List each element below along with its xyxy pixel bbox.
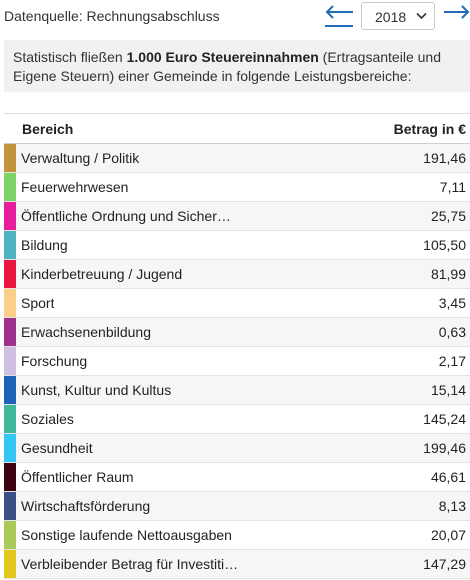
row-amount: 0,63 xyxy=(438,324,466,340)
row-label: Verwaltung / Politik xyxy=(21,150,140,166)
arrow-left-icon xyxy=(325,5,353,27)
row-amount: 25,75 xyxy=(430,208,466,224)
table-row[interactable]: Feuerwehrwesen 7,11 xyxy=(4,173,470,202)
row-label: Feuerwehrwesen xyxy=(21,179,129,195)
color-swatch xyxy=(4,550,16,578)
color-swatch xyxy=(4,318,16,346)
color-swatch xyxy=(4,289,16,317)
row-label: Forschung xyxy=(21,353,88,369)
arrow-right-icon xyxy=(444,5,470,19)
row-label: Gesundheit xyxy=(21,440,93,456)
table-row[interactable]: Gesundheit 199,46 xyxy=(4,434,470,463)
table-body: Verwaltung / Politik 191,46 Feuerwehrwesen… xyxy=(4,144,470,579)
table-row[interactable]: Forschung 2,17 xyxy=(4,347,470,376)
table-row[interactable]: Verwaltung / Politik 191,46 xyxy=(4,144,470,173)
table-row[interactable]: Bildung 105,50 xyxy=(4,231,470,260)
row-amount: 3,45 xyxy=(438,295,466,311)
info-text-bold: 1.000 Euro Steuereinnahmen xyxy=(126,49,319,65)
color-swatch xyxy=(4,463,16,491)
row-amount: 20,07 xyxy=(430,527,466,543)
year-select-value: 2018 xyxy=(375,9,407,25)
table-row[interactable]: Öffentliche Ordnung und Sicher… 25,75 xyxy=(4,202,470,231)
color-swatch xyxy=(4,405,16,433)
row-amount: 191,46 xyxy=(423,150,466,166)
table-row[interactable]: Verbleibender Betrag für Investiti… 147,2… xyxy=(4,550,470,579)
row-amount: 46,61 xyxy=(430,469,466,485)
toolbar: Datenquelle: Rechnungsabschluss 2018 xyxy=(0,0,470,34)
expenditure-table: Bereich Betrag in € Verwaltung / Politik… xyxy=(4,113,470,579)
row-label: Öffentliche Ordnung und Sicher… xyxy=(21,208,231,224)
row-amount: 199,46 xyxy=(423,440,466,456)
row-amount: 81,99 xyxy=(430,266,466,282)
table-row[interactable]: Soziales 145,24 xyxy=(4,405,470,434)
year-select[interactable]: 2018 xyxy=(361,2,435,30)
color-swatch xyxy=(4,521,16,549)
row-label: Sonstige laufende Nettoausgaben xyxy=(21,527,232,543)
row-label: Wirtschaftsförderung xyxy=(21,498,151,514)
row-label: Erwachsenenbildung xyxy=(21,324,151,340)
color-swatch xyxy=(4,376,16,404)
table-row[interactable]: Wirtschaftsförderung 8,13 xyxy=(4,492,470,521)
column-header-amount: Betrag in € xyxy=(393,120,466,137)
row-label: Bildung xyxy=(21,237,68,253)
table-row[interactable]: Kunst, Kultur und Kultus 15,14 xyxy=(4,376,470,405)
row-amount: 15,14 xyxy=(430,382,466,398)
color-swatch xyxy=(4,202,16,230)
next-year-button[interactable] xyxy=(442,2,470,28)
row-amount: 105,50 xyxy=(423,237,466,253)
table-header: Bereich Betrag in € xyxy=(4,113,470,144)
row-amount: 2,17 xyxy=(438,353,466,369)
table-row[interactable]: Sonstige laufende Nettoausgaben 20,07 xyxy=(4,521,470,550)
info-box: Statistisch fließen 1.000 Euro Steuerein… xyxy=(4,40,470,92)
color-swatch xyxy=(4,231,16,259)
color-swatch xyxy=(4,434,16,462)
data-source-label: Datenquelle: Rechnungsabschluss xyxy=(4,8,220,24)
row-label: Kinderbetreuung / Jugend xyxy=(21,266,183,282)
chevron-down-icon xyxy=(416,12,427,20)
table-row[interactable]: Öffentlicher Raum 46,61 xyxy=(4,463,470,492)
color-swatch xyxy=(4,173,16,201)
color-swatch xyxy=(4,347,16,375)
column-header-area: Bereich xyxy=(22,120,74,137)
row-amount: 7,11 xyxy=(439,179,466,195)
previous-year-button[interactable] xyxy=(323,2,355,28)
table-row[interactable]: Kinderbetreuung / Jugend 81,99 xyxy=(4,260,470,289)
row-amount: 145,24 xyxy=(423,411,466,427)
row-amount: 147,29 xyxy=(423,556,466,572)
row-amount: 8,13 xyxy=(438,498,466,514)
row-label: Öffentlicher Raum xyxy=(21,469,134,485)
info-text-before: Statistisch fließen xyxy=(13,49,127,65)
color-swatch xyxy=(4,492,16,520)
row-label: Kunst, Kultur und Kultus xyxy=(21,382,172,398)
info-text-after: (Ertragsanteile und Eigene Steuern) eine… xyxy=(13,49,441,84)
table-row[interactable]: Erwachsenenbildung 0,63 xyxy=(4,318,470,347)
row-label: Verbleibender Betrag für Investiti… xyxy=(21,556,239,572)
row-label: Soziales xyxy=(21,411,74,427)
table-row[interactable]: Sport 3,45 xyxy=(4,289,470,318)
color-swatch xyxy=(4,260,16,288)
color-swatch xyxy=(4,144,16,172)
row-label: Sport xyxy=(21,295,55,311)
